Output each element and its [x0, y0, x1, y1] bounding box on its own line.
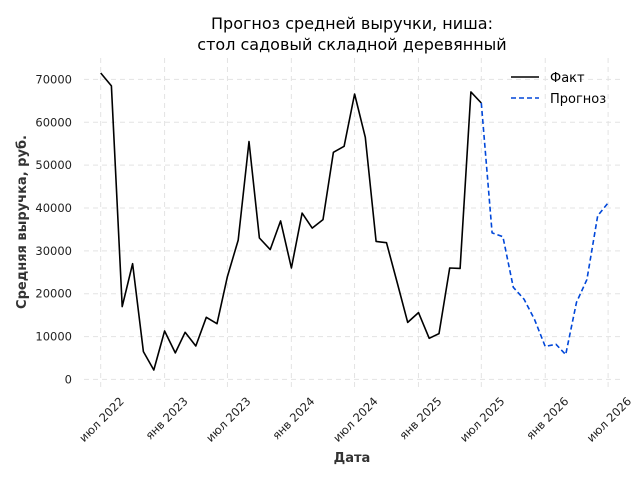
x-tick-label: июл 2025: [457, 394, 508, 445]
x-tick-label: янв 2026: [523, 394, 571, 442]
y-axis-label: Средняя выручка, руб.: [15, 135, 30, 309]
series-layer: [100, 72, 609, 371]
y-tick-label: 20000: [35, 287, 72, 301]
x-axis: июл 2022 янв 2023 июл 2023 янв 2024 июл 2024…: [76, 394, 634, 445]
legend-label-fact: Факт: [550, 71, 585, 86]
x-tick-label: янв 2023: [143, 394, 191, 442]
chart-title-line-2: стол садовый складной деревянный: [197, 35, 506, 54]
legend-label-forecast: Прогноз: [550, 92, 606, 107]
y-tick-label: 10000: [35, 330, 72, 344]
y-axis: 0 10000 20000 30000 40000 50000 60000 70000: [35, 72, 72, 386]
y-tick-label: 60000: [35, 115, 72, 129]
y-tick-label: 0: [65, 372, 72, 386]
x-tick-label: июл 2024: [330, 394, 381, 445]
y-tick-label: 30000: [35, 244, 72, 258]
x-tick-label: янв 2025: [396, 394, 444, 442]
chart-title-line-1: Прогноз средней выручки, ниша:: [211, 14, 493, 33]
y-tick-label: 50000: [35, 158, 72, 172]
x-axis-label: Дата: [334, 451, 371, 466]
y-tick-label: 70000: [35, 72, 72, 86]
legend: Факт Прогноз: [511, 71, 606, 107]
x-tick-label: июл 2022: [76, 394, 127, 445]
x-tick-label: июл 2023: [203, 394, 254, 445]
x-tick-label: июл 2026: [584, 394, 635, 445]
series-line-forecast: [480, 102, 609, 356]
series-line-fact: [100, 72, 482, 371]
y-tick-label: 40000: [35, 201, 72, 215]
x-tick-label: янв 2024: [269, 394, 317, 442]
